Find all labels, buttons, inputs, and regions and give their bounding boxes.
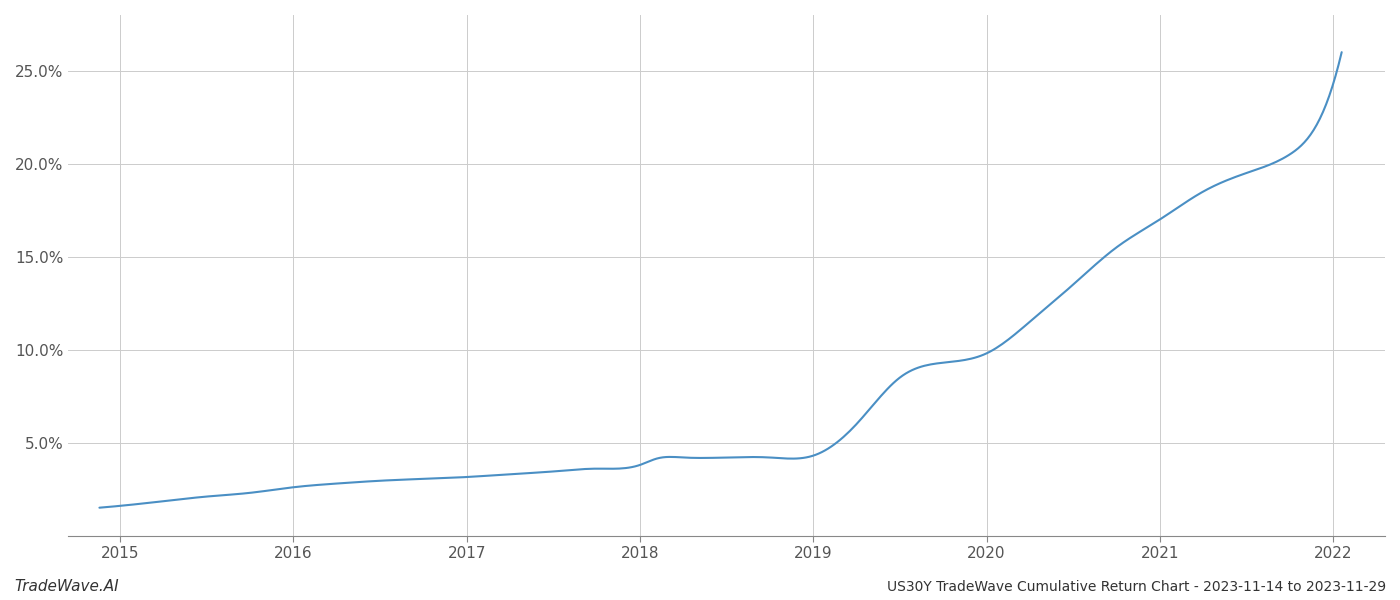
Text: TradeWave.AI: TradeWave.AI — [14, 579, 119, 594]
Text: US30Y TradeWave Cumulative Return Chart - 2023-11-14 to 2023-11-29: US30Y TradeWave Cumulative Return Chart … — [886, 580, 1386, 594]
